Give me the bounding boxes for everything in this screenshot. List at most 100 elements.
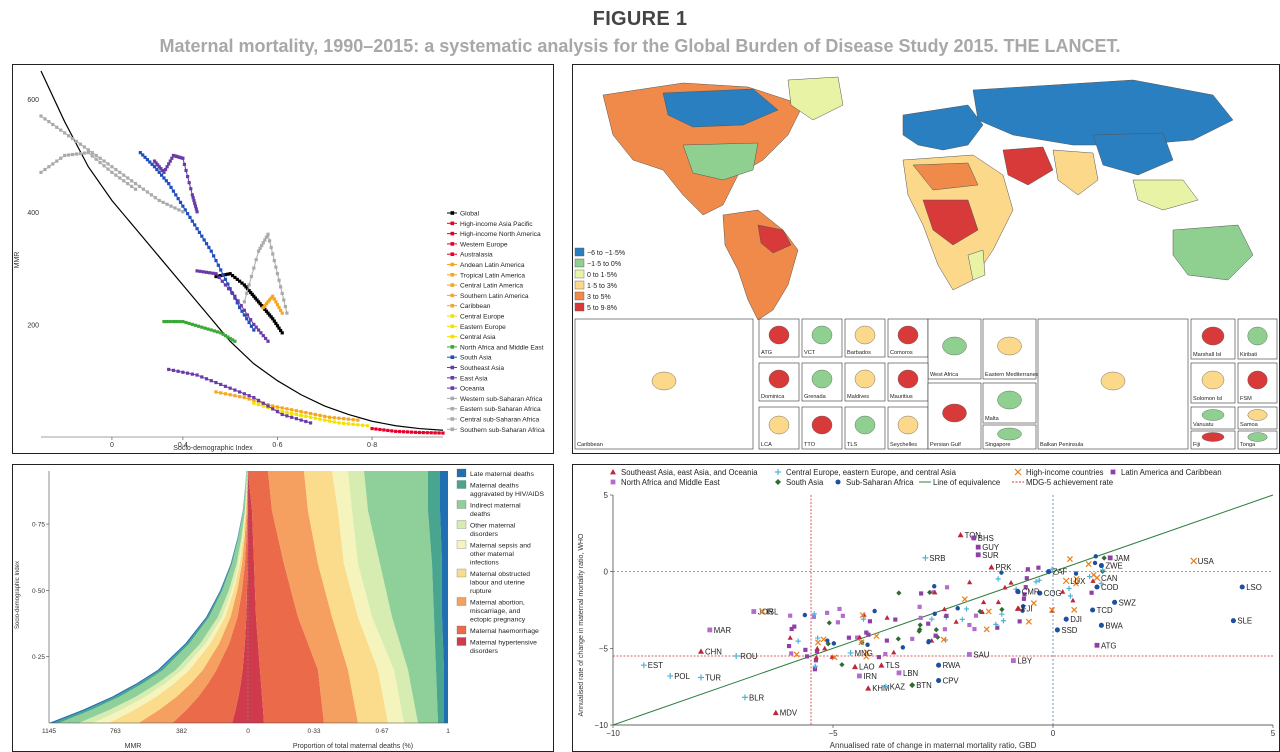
panel-c-legend-label: rupture [470, 588, 492, 595]
panel-d-point-label: COG [1044, 589, 1062, 598]
panel-a-series-point [86, 148, 90, 152]
panel-d-point [872, 608, 877, 614]
square-marker [919, 591, 924, 596]
square-marker [837, 606, 842, 612]
panel-a-series-point [148, 160, 152, 164]
panel-a-series-point [250, 292, 254, 296]
panel-a-series-point [168, 319, 172, 324]
panel-a-series-point [198, 269, 202, 273]
panel-a-series-point [337, 421, 341, 425]
panel-a-series-point [277, 326, 281, 330]
panel-a-series-point [242, 392, 246, 396]
panel-a-legend-marker [450, 355, 455, 359]
panel-d-point [865, 642, 870, 647]
panel-d-labelled-point: SAU [967, 650, 990, 659]
panel-c-legend-swatch [456, 520, 467, 529]
plus-marker [815, 635, 821, 641]
panel-d-point-label: POL [674, 672, 690, 681]
panel-a-series-point [252, 395, 256, 400]
panel-d-point [831, 641, 837, 646]
panel-a-series-point [233, 339, 237, 343]
panel-a-series-point [110, 170, 114, 174]
panel-a-series-point [252, 398, 256, 402]
panel-a-series-point [223, 273, 228, 277]
panel-c-legend-swatch [456, 625, 467, 635]
panel-d-point-label: SUR [982, 551, 999, 560]
panel-a-series-point [94, 153, 98, 158]
panel-a-legend-item: Central Latin America [447, 283, 523, 290]
panel-a-series-point [78, 142, 83, 146]
circle-marker [1054, 627, 1060, 633]
panel-a-series-point [394, 429, 398, 433]
panel-a-series-point [159, 167, 163, 171]
panel-b-inset: FSM [1237, 362, 1278, 404]
panel-b-legend-item: 1·5 to 3% [574, 280, 617, 290]
panel-a-series-point [98, 156, 102, 160]
panel-a-series-point [202, 238, 206, 242]
panel-a-series-point [212, 329, 217, 333]
panel-a-series-point [204, 242, 209, 246]
circle-marker [802, 612, 808, 618]
panel-b-legend-swatch [574, 291, 585, 301]
square-marker [1036, 565, 1041, 570]
panel-a-series-point [191, 196, 195, 200]
brazil-north-shape [757, 224, 792, 254]
panel-b-inset-label: ATG [761, 350, 772, 356]
panel-d-point [1066, 556, 1073, 563]
panel-a-series-point [266, 300, 270, 304]
panel-b-inset: Tonga [1237, 430, 1278, 450]
panel-b-legend-label: −1·5 to 0% [587, 261, 621, 268]
cross-marker [793, 651, 800, 658]
panel-b-legend-label: 0 to 1·5% [587, 272, 617, 279]
panel-d-point-label: CMR [1022, 588, 1040, 597]
panel-d-point [813, 654, 819, 660]
panel-a-legend-marker [450, 324, 455, 329]
panel-d-labelled-point: ATG [1094, 641, 1116, 650]
panel-b-inset-label: Barbados [847, 350, 871, 356]
triangle-marker [865, 685, 872, 691]
panel-d-point [1023, 585, 1028, 590]
panel-a-legend-label: Tropical Latin America [460, 272, 525, 279]
panel-b-inset: Eastern Mediterranean [982, 318, 1042, 380]
panel-a-series-point [66, 134, 71, 138]
panel-a-series-point [82, 145, 86, 149]
panel-d-point-label: BTN [916, 681, 932, 690]
panel-b-inset-label: Fiji [1193, 442, 1200, 448]
cross-marker [1062, 577, 1070, 585]
panel-d-point [1101, 555, 1107, 561]
panel-b-legend-item: 5 to 9·8% [574, 302, 617, 312]
panel-d-point-label: TLS [885, 661, 899, 670]
panel-a-svg: 0 0·4 0·6 0·8 200 400 600 Global High-income As… [14, 70, 545, 452]
panel-a-series-point [162, 170, 166, 174]
panel-a-series-point [214, 274, 218, 279]
panel-d-point [1048, 606, 1056, 614]
panel-a-series-point [256, 398, 261, 402]
square-marker [926, 621, 931, 626]
panel-d-labelled-point: JOR [751, 608, 774, 617]
panel-d-point [981, 599, 987, 605]
panel-d-point [910, 636, 915, 641]
panel-a-legend-label: North Africa and Middle East [460, 344, 544, 351]
panel-a-series-point [272, 297, 276, 301]
panel-d-point [927, 589, 933, 595]
panel-d-labelled-point: BLR [742, 693, 765, 702]
panel-b-inset-shape [854, 415, 876, 435]
panel-a-series-point [43, 117, 47, 121]
panel-a-series-point [168, 159, 172, 163]
panel-d-point [985, 608, 992, 615]
panel-a-series-point [253, 296, 257, 300]
panel-d-point [933, 627, 939, 633]
panel-a-series-point [252, 328, 256, 332]
triangle-marker [852, 663, 858, 670]
panel-b-inset: Singapore [982, 424, 1037, 450]
panel-c-legend-item: Maternal obstructed labour and uterinerup… [456, 568, 530, 595]
panel-b-inset: TTO [801, 406, 843, 450]
panel-a-series-point [263, 304, 267, 308]
panel-d-labelled-point: LBN [896, 669, 918, 678]
panel-a-series-point [433, 431, 437, 435]
panel-b-inset-shape [1247, 432, 1268, 442]
panel-a-series-point [178, 200, 183, 204]
panel-d-labelled-point: CMR [1015, 588, 1040, 597]
panel-d-labelled-point: SSD [1054, 626, 1078, 635]
